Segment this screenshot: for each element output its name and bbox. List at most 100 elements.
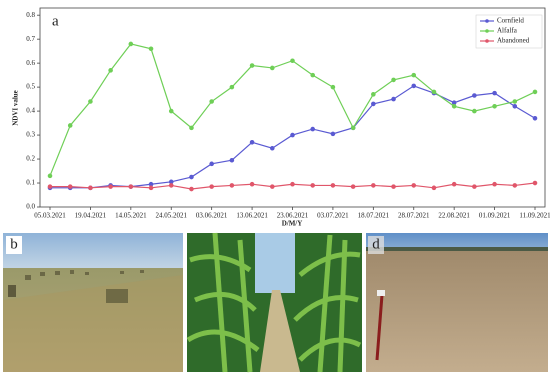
data-point xyxy=(330,131,336,137)
legend-marker xyxy=(485,39,489,43)
data-point xyxy=(108,184,113,189)
data-point xyxy=(67,184,73,189)
data-point xyxy=(88,99,93,104)
data-point xyxy=(189,186,194,192)
data-point xyxy=(189,125,194,131)
data-point xyxy=(269,65,275,71)
x-tick-label: 11.09.2021 xyxy=(519,212,550,220)
y-tick-label: 0.1 xyxy=(26,179,35,187)
data-point xyxy=(290,181,295,187)
data-point xyxy=(168,183,174,188)
x-tick-label: 14.05.2021 xyxy=(115,212,147,220)
data-point xyxy=(128,184,134,189)
panel-label: b xyxy=(10,236,18,252)
data-point xyxy=(532,180,538,186)
data-point xyxy=(371,183,376,188)
data-point xyxy=(330,183,336,188)
data-point xyxy=(148,181,154,187)
data-point xyxy=(269,145,275,151)
data-point xyxy=(512,183,518,188)
panel-label: a xyxy=(52,13,59,29)
data-point xyxy=(269,184,275,189)
data-point xyxy=(371,101,376,107)
data-point xyxy=(249,63,255,68)
x-tick-label: 03.06.2021 xyxy=(196,212,228,220)
data-point xyxy=(209,161,214,167)
data-point xyxy=(391,96,396,102)
data-point xyxy=(229,183,235,188)
data-point xyxy=(350,184,356,189)
data-point xyxy=(472,108,477,114)
data-point xyxy=(189,174,194,180)
data-point xyxy=(451,100,457,106)
y-tick-label: 0.6 xyxy=(26,59,35,67)
photo-cornfield xyxy=(186,232,362,373)
x-tick-label: 13.06.2021 xyxy=(236,212,268,220)
data-point xyxy=(148,46,154,52)
photo-hay-field xyxy=(3,233,183,372)
data-point xyxy=(67,123,73,128)
data-point xyxy=(391,184,396,189)
y-tick-label: 0.7 xyxy=(26,35,35,43)
data-point xyxy=(209,184,214,189)
data-point xyxy=(209,99,214,104)
y-tick-label: 0.2 xyxy=(26,155,35,163)
legend-label: Abandoned xyxy=(497,37,530,45)
x-tick-label: 28.07.2021 xyxy=(398,212,430,220)
legend-marker xyxy=(485,19,489,23)
legend-label: Alfalfa xyxy=(497,27,518,35)
data-point xyxy=(431,185,437,191)
x-tick-label: 05.03.2021 xyxy=(34,212,66,220)
legend-marker xyxy=(485,29,489,33)
x-tick-label: 18.07.2021 xyxy=(358,212,390,220)
data-point xyxy=(451,181,457,187)
data-point xyxy=(249,139,255,145)
data-point xyxy=(148,185,154,191)
data-point xyxy=(371,92,376,97)
y-tick-label: 0.3 xyxy=(26,131,35,139)
data-point xyxy=(229,84,235,90)
x-tick-label: 19.04.2021 xyxy=(75,212,107,220)
data-point xyxy=(47,184,53,189)
data-point xyxy=(492,181,497,187)
x-axis-label: D/M/Y xyxy=(282,220,303,228)
data-point xyxy=(472,93,477,98)
data-point xyxy=(532,89,538,95)
data-point xyxy=(168,179,174,185)
photo-abandoned-field xyxy=(366,233,548,372)
data-point xyxy=(128,41,134,47)
data-point xyxy=(229,157,235,163)
plot-frame xyxy=(39,7,546,208)
data-point xyxy=(310,126,316,132)
data-point xyxy=(88,185,93,191)
data-point xyxy=(451,104,457,109)
y-tick-label: 0.5 xyxy=(26,83,35,91)
data-point xyxy=(290,132,295,138)
data-point xyxy=(108,68,113,73)
data-point xyxy=(492,104,497,109)
data-point xyxy=(492,90,497,96)
data-point xyxy=(330,84,336,90)
legend-label: Cornfield xyxy=(497,17,524,25)
data-point xyxy=(290,58,295,64)
x-tick-label: 01.09.2021 xyxy=(479,212,511,220)
data-point xyxy=(168,108,174,114)
data-point xyxy=(512,99,518,104)
data-point xyxy=(310,72,316,78)
data-point xyxy=(47,173,53,179)
data-point xyxy=(411,83,417,89)
data-point xyxy=(391,77,396,83)
data-point xyxy=(472,184,477,189)
data-point xyxy=(512,104,518,109)
data-point xyxy=(249,181,255,187)
data-point xyxy=(310,183,316,188)
panel-label: d xyxy=(372,236,380,252)
y-axis-label: NDVI value xyxy=(12,90,20,126)
data-point xyxy=(350,125,356,131)
x-tick-label: 23.06.2021 xyxy=(277,212,309,220)
y-tick-label: 0.8 xyxy=(26,11,35,19)
data-point xyxy=(431,89,437,95)
y-tick-label: 0.0 xyxy=(26,203,35,211)
x-tick-label: 03.07.2021 xyxy=(317,212,349,220)
